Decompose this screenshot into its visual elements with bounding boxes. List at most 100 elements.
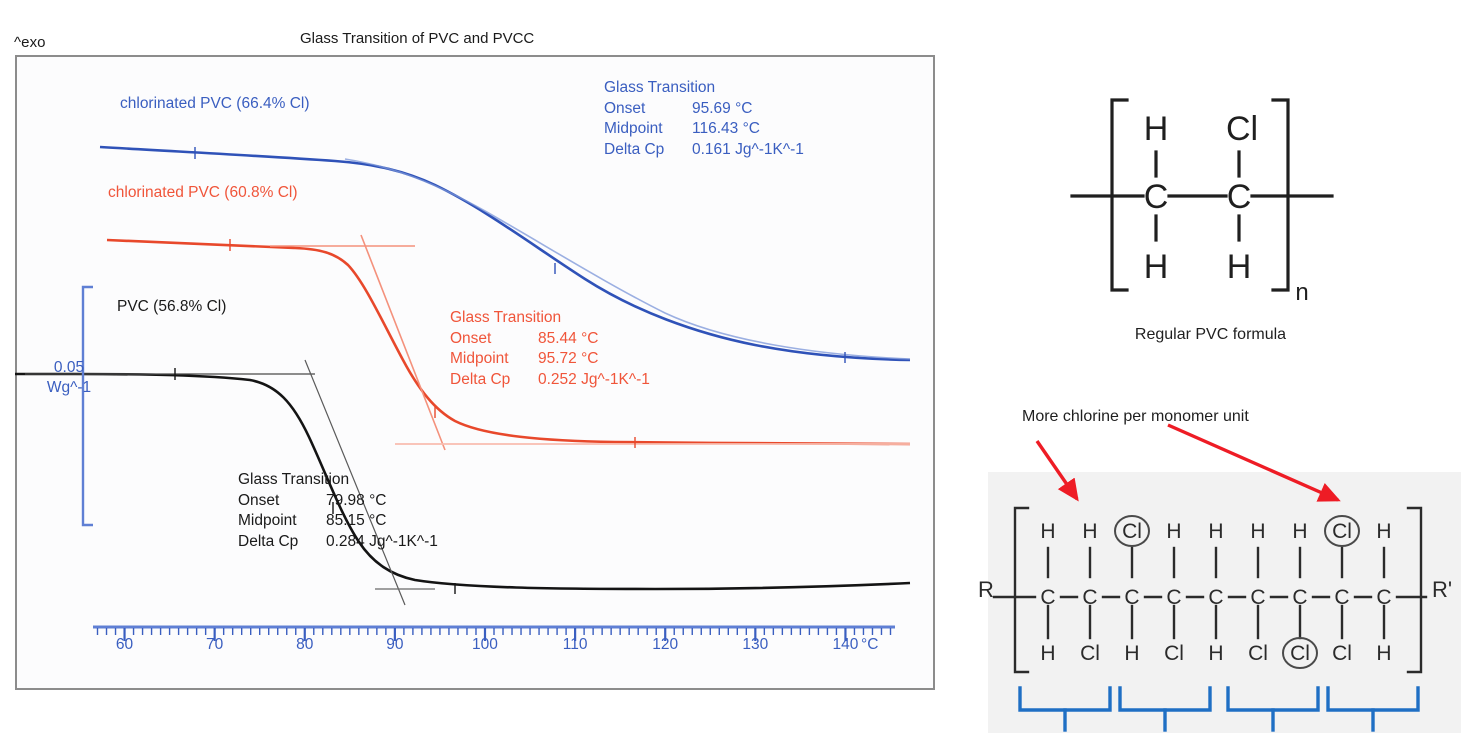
annotation-red-midpoint: Midpoint 95.72 °C	[450, 349, 650, 370]
y-scale-label: 0.05 Wg^-1	[38, 358, 100, 398]
value-deltacp: 0.252 Jg^-1K^-1	[538, 370, 650, 388]
cpvc-atom-top: Cl	[1332, 520, 1352, 543]
cpvc-atom-bottom: Cl	[1164, 642, 1184, 665]
value-onset: 95.69 °C	[692, 99, 753, 117]
cpvc-carbon: C	[1166, 586, 1181, 609]
cpvc-carbon: C	[1292, 586, 1307, 609]
annotation-red-onset: Onset 85.44 °C	[450, 329, 650, 350]
cpvc-atom-top: Cl	[1122, 520, 1142, 543]
cpvc-carbon: C	[1082, 586, 1097, 609]
x-axis-tick-label: 70	[206, 636, 224, 653]
value-midpoint: 85.15 °C	[326, 512, 387, 529]
cpvc-carbon: C	[1208, 586, 1223, 609]
cpvc-atom-bottom: H	[1124, 642, 1139, 665]
series-blue-cpvc-664	[99, 145, 911, 363]
value-deltacp: 0.284 Jg^-1K^-1	[326, 532, 438, 550]
label-onset: Onset	[238, 491, 280, 509]
exo-direction-label: ^exo	[14, 34, 46, 51]
cpvc-atom-bottom: H	[1040, 642, 1055, 665]
dsc-thermogram-panel: ^exo Glass Transition of PVC and PVCC	[14, 30, 935, 690]
pvc-atom-top-left: H	[1144, 110, 1169, 148]
arrow-right	[1167, 423, 1341, 502]
annotation-blue: Glass Transition Onset 95.69 °C Midpoint…	[604, 78, 804, 160]
x-axis-tick-label: 110	[562, 636, 588, 653]
y-scale-unit: Wg^-1	[46, 379, 92, 396]
series-red-cpvc-608	[106, 234, 911, 451]
pvc-carbon-left: C	[1144, 178, 1169, 216]
value-midpoint: 95.72 °C	[538, 350, 599, 367]
series-label-red: chlorinated PVC (60.8% Cl)	[108, 184, 298, 201]
cpvc-carbon: C	[1124, 586, 1139, 609]
label-onset: Onset	[604, 99, 646, 117]
annotation-black: Glass Transition Onset 79.98 °C Midpoint…	[238, 470, 438, 552]
x-axis-unit-label: °C	[861, 636, 879, 653]
cpvc-atom-bottom: Cl	[1332, 642, 1352, 665]
x-axis-tick-label: 140	[832, 636, 859, 653]
cpvc-atom-bottom: H	[1376, 642, 1391, 665]
label-deltacp: Delta Cp	[604, 140, 665, 158]
cpvc-atom-bottom: Cl	[1248, 642, 1268, 665]
cpvc-atom-bottom: Cl	[1290, 642, 1310, 665]
cpvc-atom-top: H	[1250, 520, 1265, 543]
cpvc-terminal-left: R	[978, 577, 994, 602]
pvc-atom-bottom-right: H	[1227, 248, 1252, 286]
chlorine-callout-arrows	[1035, 423, 1341, 502]
cpvc-backdrop	[988, 472, 1461, 733]
cpvc-atom-top: H	[1082, 520, 1097, 543]
cpvc-bracket-left	[1013, 506, 1030, 674]
value-midpoint: 116.43 °C	[692, 120, 760, 137]
annotation-red-deltacp: Delta Cp 0.252 Jg^-1K^-1	[450, 370, 650, 391]
annotation-blue-onset: Onset 95.69 °C	[604, 99, 804, 120]
arrow-left	[1035, 440, 1079, 502]
pvc-carbon-right: C	[1227, 178, 1252, 216]
y-scale-value: 0.05	[53, 359, 85, 376]
x-axis-tick-label: 130	[742, 636, 769, 653]
x-axis-tick-label: 100	[472, 636, 498, 653]
cpvc-atom-top: H	[1166, 520, 1181, 543]
annotation-black-deltacp: Delta Cp 0.284 Jg^-1K^-1	[238, 532, 438, 553]
annotation-blue-title: Glass Transition	[604, 79, 716, 96]
pvc-structure	[1070, 98, 1334, 292]
cpvc-carbon: C	[1040, 586, 1055, 609]
cpvc-atom-top: H	[1208, 520, 1223, 543]
annotation-blue-deltacp: Delta Cp 0.161 Jg^-1K^-1	[604, 140, 804, 161]
cpvc-atom-bottom: Cl	[1080, 642, 1100, 665]
plot-canvas	[15, 145, 911, 641]
x-axis-tick-label: 90	[386, 636, 404, 653]
value-onset: 85.44 °C	[538, 329, 599, 347]
cpvc-structure	[992, 506, 1428, 674]
series-black-pvc-568	[15, 359, 911, 606]
label-onset: Onset	[450, 329, 492, 347]
cpvc-chlorine-highlight	[1282, 637, 1318, 669]
pvc-atom-top-right: Cl	[1226, 110, 1258, 148]
x-axis	[93, 625, 895, 641]
pvc-atom-bottom-left: H	[1144, 248, 1169, 286]
value-deltacp: 0.161 Jg^-1K^-1	[692, 140, 804, 158]
x-axis-tick-label: 80	[296, 636, 314, 653]
cpvc-atom-top: H	[1376, 520, 1391, 543]
chemistry-canvas: H Cl C C H H n	[978, 98, 1461, 733]
cpvc-carbon: C	[1250, 586, 1265, 609]
cpvc-chlorine-highlight	[1114, 515, 1150, 547]
cpvc-atom-top: H	[1292, 520, 1307, 543]
pvc-subscript-n: n	[1295, 279, 1308, 306]
cpvc-atom-top: H	[1040, 520, 1055, 543]
cpvc-carbon: C	[1334, 586, 1349, 609]
cpvc-chlorine-highlight	[1324, 515, 1360, 547]
chart-title: Glass Transition of PVC and PVCC	[300, 30, 535, 47]
label-midpoint: Midpoint	[238, 512, 297, 529]
chemistry-panel: H Cl C C H H n	[960, 0, 1461, 749]
x-axis-tick-label: 60	[115, 636, 134, 653]
series-label-blue: chlorinated PVC (66.4% Cl)	[120, 95, 310, 112]
label-deltacp: Delta Cp	[450, 370, 511, 388]
annotation-black-title: Glass Transition	[238, 471, 350, 488]
y-scale-bracket	[81, 285, 93, 527]
annotation-black-midpoint: Midpoint 85.15 °C	[238, 511, 438, 532]
cpvc-carbon: C	[1376, 586, 1391, 609]
cpvc-bracket-right	[1406, 506, 1423, 674]
pvc-caption: Regular PVC formula	[1134, 326, 1287, 343]
cpvc-terminal-right: R'	[1432, 577, 1452, 602]
plot-frame	[15, 55, 935, 690]
value-onset: 79.98 °C	[326, 491, 387, 509]
